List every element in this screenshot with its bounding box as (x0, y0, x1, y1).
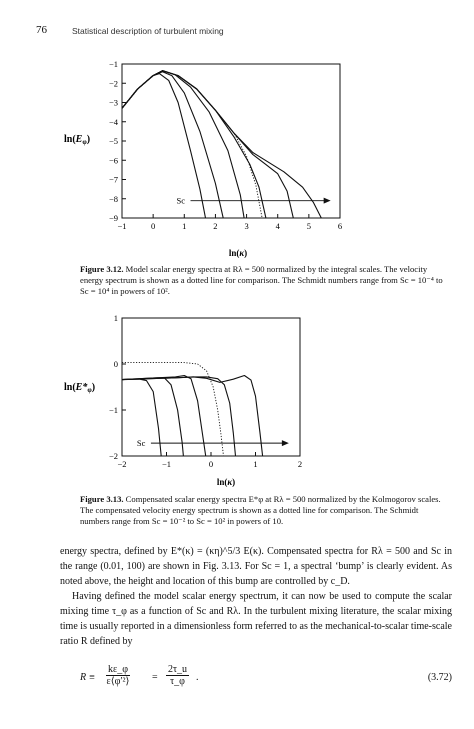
y-tick-label: −4 (109, 117, 119, 127)
x-tick-label: −1 (162, 459, 171, 469)
series-line (122, 71, 224, 218)
series-line (122, 73, 207, 218)
y-tick-label: −5 (109, 136, 118, 146)
x-tick-label: 6 (338, 221, 342, 231)
caption-text: Compensated scalar energy spectra E*φ at… (80, 494, 441, 526)
xlabel: ln(κ) (229, 248, 247, 258)
plot-frame (121, 317, 301, 457)
paragraph-1: energy spectra, defined by E*(κ) = (κη)^… (60, 546, 452, 587)
x-tick-label: −2 (117, 459, 126, 469)
velocity-spectrum-dotted-line (122, 362, 224, 456)
x-tick-label: 3 (244, 221, 248, 231)
xlabel: ln(κ) (217, 477, 235, 487)
y-tick-label: −6 (109, 155, 118, 165)
y-tick-label: −7 (109, 175, 118, 185)
ylabel: ln(Eφ) (64, 134, 90, 146)
y-tick-label: −1 (109, 59, 118, 69)
y-tick-label: −3 (109, 98, 118, 108)
series-line (122, 70, 294, 218)
equals-sign: = (152, 672, 158, 683)
equation-3-72: R ≡ kε_φ ε⟨φ′²⟩ = 2τ_u τ_φ . (3.72) (80, 664, 452, 694)
y-tick-label: 0 (114, 359, 118, 369)
page-number: 76 (36, 24, 47, 36)
x-tick-label: 1 (253, 459, 257, 469)
page-header: 76 Statistical description of turbulent … (36, 24, 446, 40)
ylabel: ln(E*φ) (64, 382, 95, 394)
x-tick-label: 1 (182, 221, 186, 231)
caption-text: Model scalar energy spectra at Rλ = 500 … (80, 264, 443, 296)
sc-arrowhead (323, 197, 331, 204)
y-tick-label: −2 (109, 78, 118, 88)
plot-frame (121, 63, 341, 219)
fraction-1-denominator: ε⟨φ′²⟩ (106, 676, 130, 687)
figure-3-13-plot: ln(E*φ) ln(κ) 1 0 −1 −2−2 −1 0 1 2 Sc (64, 313, 302, 487)
figure-3-13-caption: Figure 3.13. Compensated scalar energy s… (80, 494, 450, 527)
x-tick-label: −1 (117, 221, 126, 231)
x-tick-label: 4 (276, 221, 281, 231)
series-line (122, 377, 184, 456)
sc-arrowhead (281, 440, 289, 447)
series-line (122, 374, 264, 456)
x-tick-label: 5 (307, 221, 311, 231)
y-tick-label: −9 (109, 213, 118, 223)
fraction-2-numerator: 2τ_u (166, 664, 190, 676)
x-tick-label: 2 (213, 221, 217, 231)
fraction-2-denominator: τ_φ (170, 676, 185, 687)
y-tick-label: −8 (109, 194, 118, 204)
x-tick-label: 2 (298, 459, 302, 469)
series-line (122, 374, 207, 456)
equation-period: . (196, 672, 199, 683)
fraction-1-numerator: kε_φ (106, 664, 130, 676)
caption-label: Figure 3.12. (80, 264, 124, 274)
y-tick-label: 1 (114, 313, 118, 323)
caption-label: Figure 3.13. (80, 494, 124, 504)
equation-number: (3.72) (427, 672, 452, 683)
figure-3-12-caption: Figure 3.12. Model scalar energy spectra… (80, 264, 450, 297)
x-tick-label: 0 (209, 459, 213, 469)
running-title: Statistical description of turbulent mix… (72, 26, 224, 36)
body-text: energy spectra, defined by E*(κ) = (κη)^… (60, 544, 452, 649)
figure-3-12-plot: ln(Eφ) ln(κ) −1−2−3−4−5−6−7−8−9−1 0 1 2 3 4 5 6… (64, 59, 342, 258)
figure-3-13: ln(E*φ) ln(κ) 1 0 −1 −2 −2 −1 0 1 2 Sc (60, 312, 390, 488)
fraction-1: kε_φ ε⟨φ′²⟩ (106, 664, 130, 687)
series-line (122, 70, 322, 218)
paragraph-2: Having defined the model scalar energy s… (60, 591, 452, 647)
velocity-spectrum-dotted-line (122, 70, 263, 218)
y-tick-label: −2 (109, 451, 118, 461)
sc-annotation: Sc (177, 196, 186, 206)
y-tick-label: −1 (109, 405, 118, 415)
figure-3-12: ln(Eφ) ln(κ) −1 −2 −3 −4 −5 −6 −7 −8 −9 −1 0 1 2 3 4 5 6… (60, 56, 390, 260)
sc-annotation: Sc (137, 438, 146, 448)
x-tick-label: 0 (151, 221, 155, 231)
fraction-2: 2τ_u τ_φ (166, 664, 190, 687)
equation-lhs: R ≡ (80, 672, 96, 683)
